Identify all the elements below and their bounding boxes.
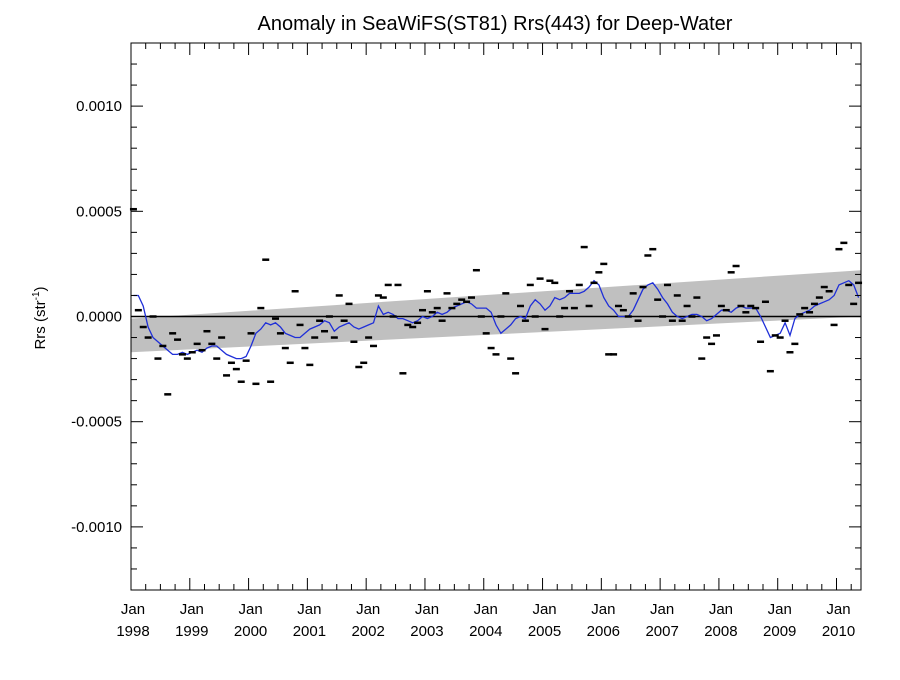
y-tick-label: -0.0005 xyxy=(71,414,122,431)
y-tick-label: 0.0000 xyxy=(76,309,122,326)
smoothed-line-layer xyxy=(133,279,860,360)
x-tick-year-label: 2008 xyxy=(704,623,737,640)
x-axis-ticks: Jan 1998 Jan 1999 Jan 2000 Jan 2001 Jan 2002 Jan 20… xyxy=(116,43,855,640)
x-tick-year-label: 2009 xyxy=(763,623,796,640)
x-tick-year-label: 2000 xyxy=(234,623,267,640)
x-tick-month-label: Jan xyxy=(121,601,145,618)
anomaly-markers-layer xyxy=(129,207,863,396)
x-tick-month-label: Jan xyxy=(826,601,850,618)
x-tick-month-label: Jan xyxy=(591,601,615,618)
x-tick-month-label: Jan xyxy=(238,601,262,618)
chart-title: Anomaly in SeaWiFS(ST81) Rrs(443) for De… xyxy=(258,13,733,35)
x-tick-year-label: 2002 xyxy=(351,623,384,640)
x-tick-month-label: Jan xyxy=(297,601,321,618)
y-axis-label-close: ) xyxy=(32,286,49,291)
x-tick-month-label: Jan xyxy=(474,601,498,618)
x-tick-year-label: 2006 xyxy=(587,623,620,640)
x-tick-year-label: 2001 xyxy=(293,623,326,640)
y-tick-label: 0.0005 xyxy=(76,203,122,220)
trend-confidence-band xyxy=(131,270,861,353)
x-tick-year-label: 2005 xyxy=(528,623,561,640)
x-tick-year-label: 2010 xyxy=(822,623,855,640)
x-tick-year-label: 1998 xyxy=(116,623,149,640)
y-tick-label: 0.0010 xyxy=(76,98,122,115)
x-tick-month-label: Jan xyxy=(650,601,674,618)
y-axis-ticks: 0.0010 0.0005 0.0000 -0.0005 -0.0010 xyxy=(71,63,861,570)
y-tick-label: -0.0010 xyxy=(71,519,122,536)
x-tick-month-label: Jan xyxy=(768,601,792,618)
smoothed-anomaly-line xyxy=(133,279,860,360)
y-axis-label-main: Rrs (str xyxy=(32,300,49,349)
x-tick-year-label: 2007 xyxy=(645,623,678,640)
x-tick-year-label: 2003 xyxy=(410,623,443,640)
x-tick-month-label: Jan xyxy=(180,601,204,618)
x-tick-month-label: Jan xyxy=(356,601,380,618)
x-tick-year-label: 1999 xyxy=(175,623,208,640)
trend-band-layer xyxy=(131,270,861,353)
y-axis-label-sup: -1 xyxy=(31,291,42,300)
x-tick-month-label: Jan xyxy=(532,601,556,618)
y-axis-label: Rrs (str-1) xyxy=(31,286,49,349)
x-tick-year-label: 2004 xyxy=(469,623,502,640)
x-tick-month-label: Jan xyxy=(415,601,439,618)
x-tick-month-label: Jan xyxy=(709,601,733,618)
